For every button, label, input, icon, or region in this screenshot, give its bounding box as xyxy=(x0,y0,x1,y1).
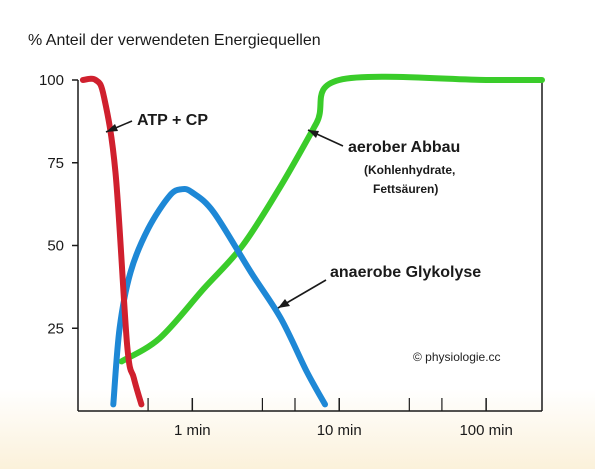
atp-cp-arrowhead xyxy=(106,124,118,132)
y-tick-label: 75 xyxy=(47,155,64,172)
atp-cp-label: ATP + CP xyxy=(137,112,208,129)
y-tick-label: 50 xyxy=(47,238,64,255)
background-wash xyxy=(0,389,595,469)
aerober-sublabel-1: (Kohlenhydrate, xyxy=(364,163,455,177)
series-line-atp-cp xyxy=(79,75,145,408)
glykolyse-arrowhead xyxy=(278,299,290,308)
x-tick-label: 1 min xyxy=(174,422,211,439)
y-tick-label: 25 xyxy=(47,320,64,337)
aerober-arrowhead xyxy=(308,130,319,138)
aerober-sublabel-2: Fettsäuren) xyxy=(373,182,438,196)
series-layer xyxy=(79,73,545,408)
y-tick-label: 100 xyxy=(39,72,64,89)
series-line-anaerobe-glykolyse xyxy=(110,185,328,408)
aerober-label: aerober Abbau xyxy=(348,139,460,156)
annotations: ATP + CP aerober Abbau (Kohlenhydrate, F… xyxy=(105,112,481,309)
ticks: 100 75 50 25 1 min 10 min 100 min xyxy=(39,72,513,439)
x-tick-label: 100 min xyxy=(459,422,512,439)
x-tick-label: 10 min xyxy=(317,422,362,439)
glykolyse-label: anaerobe Glykolyse xyxy=(330,264,481,281)
series-line-aerober-abbau xyxy=(118,73,545,365)
chart-title: % Anteil der verwendeten Energiequellen xyxy=(28,32,321,49)
copyright-text: © physiologie.cc xyxy=(413,350,501,364)
